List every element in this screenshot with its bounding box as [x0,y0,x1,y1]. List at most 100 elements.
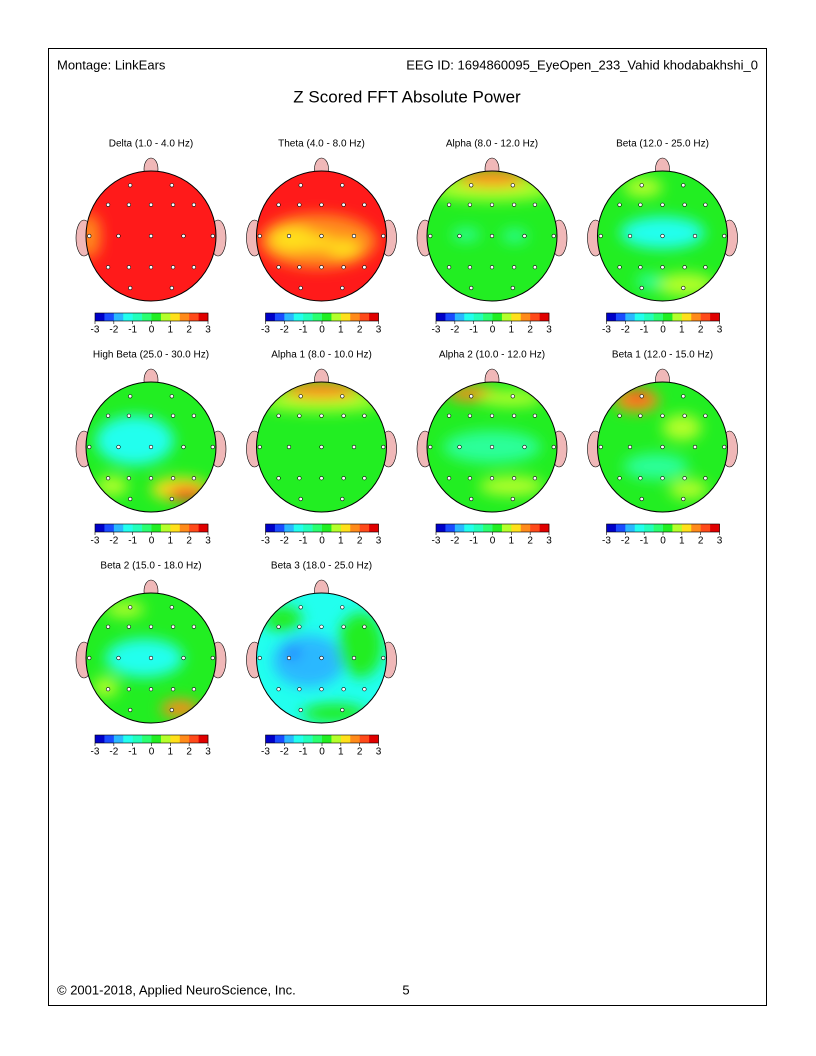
colorbar-tick-label: 3 [205,747,211,758]
colorbar-cell [681,524,692,532]
electrode [681,285,686,291]
colorbar-tick-label: -1 [128,325,137,336]
electrode [351,655,357,661]
colorbar-cell [606,313,617,321]
colorbar-tick-label: -2 [450,325,459,336]
color-region [95,476,129,496]
map-title: Beta 1 (12.0 - 15.0 Hz) [612,350,713,361]
electrode [681,394,686,399]
color-region [284,648,301,658]
electrode [181,233,186,239]
head-outline [426,170,558,302]
electrode [148,624,154,629]
colorbar-tick-label: 2 [527,325,533,336]
colorbar-cell [179,313,190,321]
electrode [362,624,367,629]
electrode [467,265,473,270]
electrode [298,707,303,713]
colorbar-cell [113,735,124,743]
electrode [319,444,324,450]
topomap: Delta (1.0 - 4.0 Hz) -3 -2 -1 0 1 2 3 [75,139,227,336]
colorbar-cell [359,313,370,321]
electrode [340,285,345,291]
colorbar-cell [189,735,199,743]
colorbar-cell [160,313,171,321]
colorbar-cell [293,313,304,321]
colorbar-tick-label: 2 [527,536,533,547]
electrode [319,265,324,270]
electrode [362,202,367,207]
colorbar-cell [710,313,720,321]
electrode [276,624,281,629]
colorbar-tick-label: -3 [91,536,100,547]
colorbar-cell [672,524,683,532]
colorbar-cell [104,524,115,532]
electrode [191,687,196,692]
electrode [469,285,474,291]
colorbar-tick-label: -2 [280,747,289,758]
electrode [128,285,133,291]
colorbar-cell [625,313,636,321]
electrode [551,233,556,239]
electrode [297,624,302,629]
electrode [210,655,215,661]
colorbar-tick-label: -1 [299,325,308,336]
electrode [257,655,262,661]
electrode [298,605,303,610]
color-region [501,229,528,243]
color-region [105,601,145,618]
colorbar-tick-label: 2 [698,536,704,547]
color-region [160,699,200,718]
electrode [297,413,302,418]
topomap: Alpha 2 (10.0 - 12.0 Hz) -3 -2 -1 0 1 2 3 [416,350,568,547]
electrode [169,285,174,291]
electrode [286,655,292,661]
colorbar-cell [113,524,124,532]
electrode [703,202,708,207]
colorbar-cell [369,313,379,321]
electrode [660,476,665,481]
electrode [532,265,538,270]
colorbar-cell [322,735,332,743]
colorbar-cell [160,524,171,532]
electrode [682,202,687,207]
map-title: Delta (1.0 - 4.0 Hz) [109,139,193,150]
electrode [319,476,324,481]
electrode [171,265,176,270]
electrode [551,444,556,450]
colorbar-cell [691,313,701,321]
colorbar-tick-label: 3 [546,536,552,547]
electrode [511,202,517,207]
colorbar-cell [464,524,474,532]
electrode [682,413,687,418]
electrode [340,605,345,610]
colorbar-cell [663,524,673,532]
electrode [298,394,303,399]
electrode [341,413,346,418]
electrode [319,413,324,418]
colorbar-cell [511,313,522,321]
colorbar-cell [473,313,484,321]
colorbar-tick-label: 0 [660,325,666,336]
colorbar-cell [350,524,360,532]
colorbar-cell [483,524,493,532]
colorbar-cell [142,313,152,321]
colorbar-tick-label: 0 [660,536,666,547]
electrode [532,413,538,418]
colorbar-cell [104,735,115,743]
colorbar-cell [644,313,654,321]
map-title: Alpha 2 (10.0 - 12.0 Hz) [439,350,545,361]
electrode [276,687,281,692]
colorbar-cell [492,313,503,321]
colorbar-cell [312,735,323,743]
colorbar-tick-label: -2 [109,536,118,547]
electrode [148,655,154,661]
colorbar-tick-label: 1 [509,325,515,336]
colorbar-cell [113,313,124,321]
head-outline [256,592,387,724]
colorbar-cell [284,524,295,532]
electrode [286,233,292,239]
colorbar-cell [331,313,342,321]
colorbar-cell [142,524,152,532]
colorbar-tick-label: -1 [469,536,478,547]
